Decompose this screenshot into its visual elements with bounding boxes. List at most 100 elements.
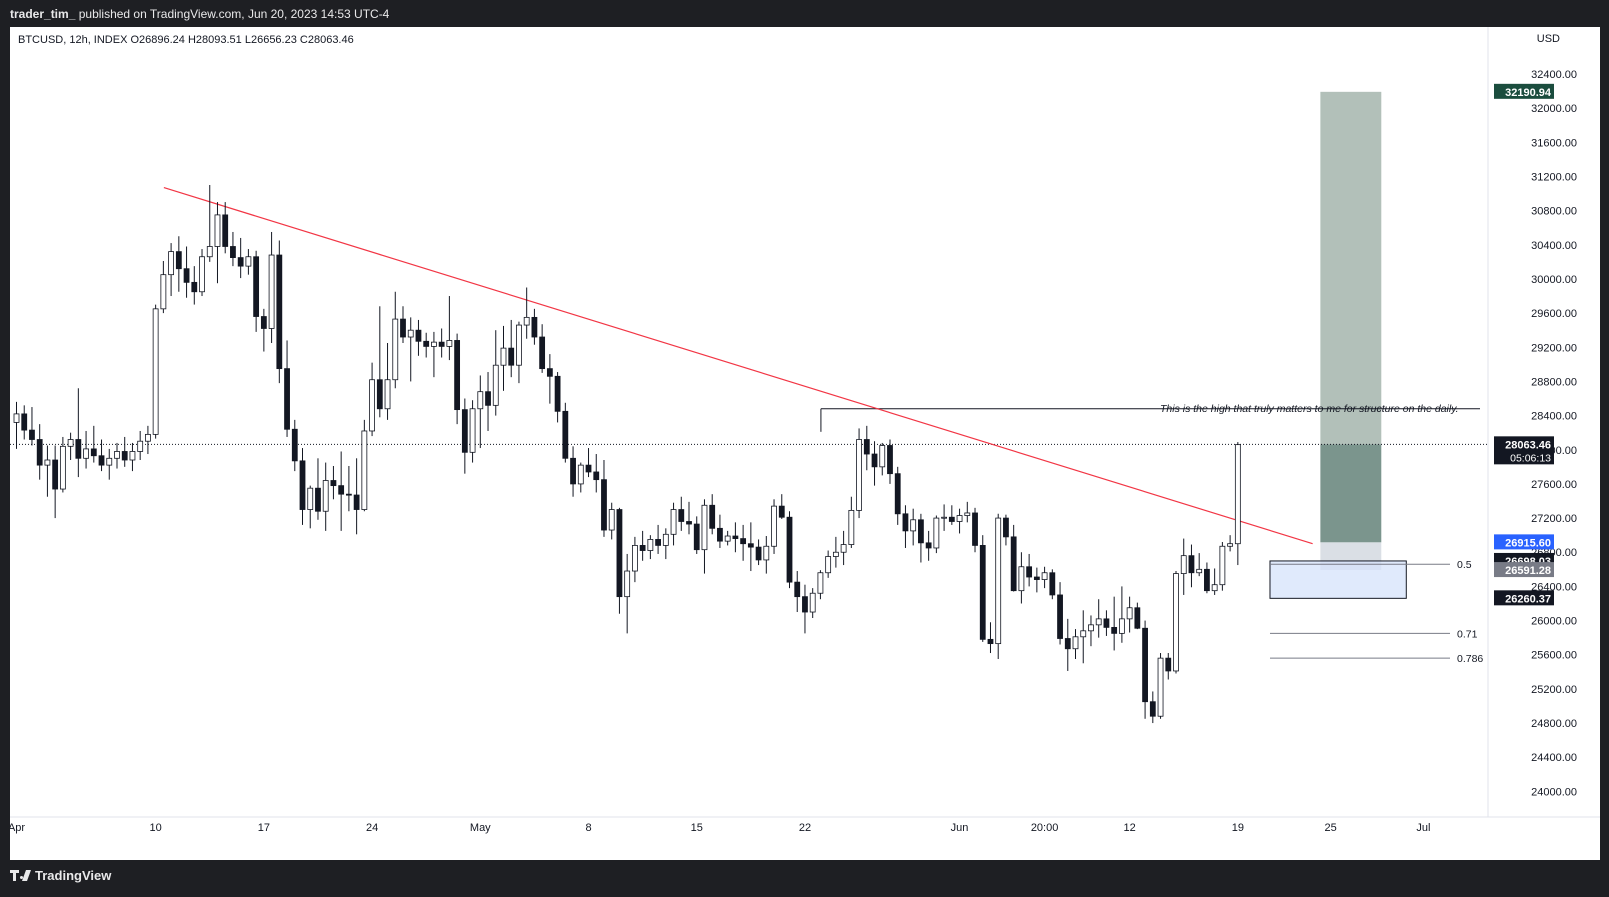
candle-body bbox=[114, 451, 120, 459]
candle-body bbox=[121, 451, 128, 461]
candle-body bbox=[747, 543, 754, 548]
candle-body bbox=[485, 391, 491, 406]
candle-body bbox=[376, 379, 383, 410]
fib-level-label: 0.786 bbox=[1457, 653, 1483, 665]
candle-body bbox=[987, 638, 994, 645]
author-name[interactable]: trader_tim_ bbox=[10, 7, 76, 21]
candle-body bbox=[237, 257, 244, 267]
candle-body bbox=[894, 473, 901, 515]
y-tick-label: 30400.00 bbox=[1531, 240, 1577, 252]
candle-body bbox=[523, 316, 530, 326]
y-tick-label: 28400.00 bbox=[1531, 411, 1577, 423]
candle-body bbox=[276, 254, 283, 370]
candle-body bbox=[709, 504, 716, 529]
tradingview-logo-icon bbox=[10, 869, 32, 882]
candle-body bbox=[59, 445, 66, 490]
candle-body bbox=[1041, 572, 1048, 580]
price-chart[interactable]: 0.5 0.71 0.786 32400.00 32000.00 31600.00 3120… bbox=[10, 27, 1600, 860]
candle-body bbox=[554, 375, 561, 412]
price-tag bbox=[1494, 590, 1554, 606]
footer-bar: TradingView bbox=[0, 860, 1609, 897]
structure-note[interactable]: This is the high that truly matters to m… bbox=[1160, 403, 1459, 415]
x-tick-label: Jul bbox=[1416, 822, 1430, 834]
candle-body bbox=[392, 318, 399, 381]
candle-body bbox=[840, 544, 847, 553]
candle-body bbox=[1165, 657, 1172, 672]
candle-body bbox=[809, 592, 816, 613]
candle-body bbox=[461, 409, 468, 453]
candle-body bbox=[415, 329, 422, 342]
candle-body bbox=[206, 246, 213, 258]
candle-body bbox=[546, 368, 553, 377]
candle-body bbox=[1196, 568, 1203, 574]
candle-body bbox=[199, 256, 205, 293]
y-tick-label: 29200.00 bbox=[1531, 342, 1577, 354]
candle-body bbox=[214, 214, 221, 247]
y-tick-label: 29600.00 bbox=[1531, 308, 1577, 320]
y-tick-label: 26000.00 bbox=[1531, 616, 1577, 628]
candle-body bbox=[492, 364, 499, 406]
candle-body bbox=[856, 439, 862, 511]
currency-label: USD bbox=[1536, 33, 1560, 45]
candle-body bbox=[338, 485, 345, 495]
candle-body bbox=[245, 256, 252, 267]
candle-body bbox=[794, 581, 801, 598]
candle-body bbox=[260, 316, 267, 329]
candle-body bbox=[1188, 555, 1195, 574]
candle-body bbox=[1003, 517, 1009, 538]
candle-body bbox=[322, 480, 329, 512]
candle-body bbox=[106, 457, 113, 466]
publisher-info: trader_tim_ published on TradingView.com… bbox=[10, 7, 389, 21]
fib-zone-box bbox=[1269, 560, 1407, 599]
y-tick-label: 30000.00 bbox=[1531, 274, 1577, 286]
candle-body bbox=[253, 256, 260, 317]
x-tick-label: May bbox=[470, 822, 491, 834]
candle-body bbox=[21, 413, 28, 431]
symbol-ohlc-line[interactable]: BTCUSD, 12h, INDEX O26896.24 H28093.51 L… bbox=[18, 34, 354, 46]
candle-body bbox=[647, 539, 654, 551]
fib-level-label: 0.5 bbox=[1457, 559, 1472, 571]
candle-body bbox=[400, 318, 406, 338]
candle-body bbox=[570, 457, 576, 485]
candle-body bbox=[701, 504, 708, 551]
publisher-bar: trader_tim_ published on TradingView.com… bbox=[0, 0, 1609, 27]
candle-body bbox=[624, 570, 631, 598]
chart-area[interactable]: 0.5 0.71 0.786 32400.00 32000.00 31600.00 3120… bbox=[10, 27, 1600, 860]
y-tick-label: 27200.00 bbox=[1531, 513, 1577, 525]
candle-body bbox=[52, 459, 59, 490]
candle-body bbox=[168, 251, 175, 276]
candle-body bbox=[307, 487, 314, 510]
target-zone-filled bbox=[1320, 444, 1382, 543]
x-tick-label: Jun bbox=[951, 822, 969, 834]
candle-body bbox=[160, 274, 167, 310]
candle-body bbox=[910, 519, 917, 532]
candle-body bbox=[817, 572, 824, 594]
y-tick-label: 24000.00 bbox=[1531, 786, 1577, 798]
price-tag bbox=[1494, 83, 1554, 99]
y-tick-label: 28800.00 bbox=[1531, 376, 1577, 388]
y-tick-label: 25600.00 bbox=[1531, 650, 1577, 662]
target-zone bbox=[1320, 91, 1382, 445]
candle-body bbox=[678, 509, 685, 522]
candle-body bbox=[995, 517, 1002, 645]
y-tick-label: 32400.00 bbox=[1531, 69, 1577, 81]
tradingview-brand: TradingView bbox=[35, 868, 112, 883]
candle-body bbox=[152, 308, 159, 435]
candle-body bbox=[616, 509, 623, 598]
candle-body bbox=[825, 556, 832, 574]
candle-body bbox=[1010, 536, 1017, 592]
candle-body bbox=[29, 429, 35, 440]
candle-body bbox=[516, 324, 522, 366]
candle-body bbox=[670, 509, 677, 535]
candle-body bbox=[175, 251, 182, 270]
candle-body bbox=[539, 336, 546, 370]
candle-body bbox=[1149, 701, 1156, 717]
candle-body bbox=[771, 505, 777, 547]
y-tick-label: 31200.00 bbox=[1531, 171, 1577, 183]
fib-level-label: 0.71 bbox=[1457, 628, 1478, 640]
tradingview-logo[interactable]: TradingView bbox=[10, 868, 111, 883]
candle-body bbox=[1157, 657, 1164, 717]
candle-body bbox=[98, 455, 105, 466]
candle-body bbox=[979, 545, 986, 640]
price-tag-label: 26915.60 bbox=[1505, 537, 1551, 549]
